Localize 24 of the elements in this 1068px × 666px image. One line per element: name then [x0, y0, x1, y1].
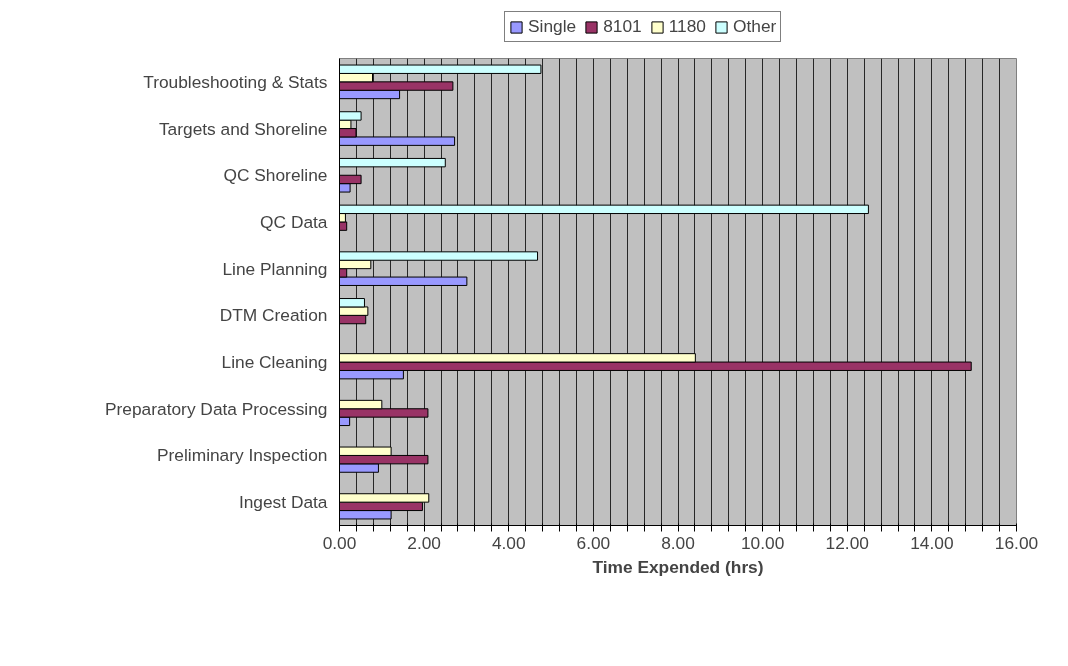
y-tick-label: Line Cleaning [221, 352, 328, 373]
y-tick-label: Preliminary Inspection [157, 445, 328, 466]
legend-label: Other [733, 16, 777, 37]
y-tick-label: Ingest Data [238, 492, 328, 513]
x-tick-label: 16.00 [994, 532, 1039, 553]
x-axis-title: Time Expended (hrs) [592, 556, 764, 577]
y-tick-label: Troubleshooting & Stats [143, 71, 328, 92]
y-tick-label: Targets and Shoreline [158, 118, 328, 139]
x-tick-label: 14.00 [910, 532, 954, 553]
y-tick-label: Line Planning [222, 258, 328, 279]
x-tick-label: 4.00 [491, 532, 526, 553]
y-tick-label: DTM Creation [219, 305, 328, 326]
x-tick-label: 12.00 [825, 532, 869, 553]
legend-label: 1180 [668, 16, 706, 37]
y-tick-label: QC Data [260, 211, 328, 232]
x-tick-label: 0.00 [322, 532, 357, 553]
legend-label: Single [528, 16, 577, 37]
y-tick-label: QC Shoreline [223, 165, 328, 186]
y-tick-label: Preparatory Data Processing [105, 398, 328, 419]
x-tick-label: 2.00 [407, 532, 441, 553]
x-tick-label: 6.00 [576, 532, 611, 553]
legend-label: 8101 [603, 16, 642, 37]
x-tick-label: 10.00 [740, 532, 785, 553]
x-tick-label: 8.00 [661, 532, 695, 553]
